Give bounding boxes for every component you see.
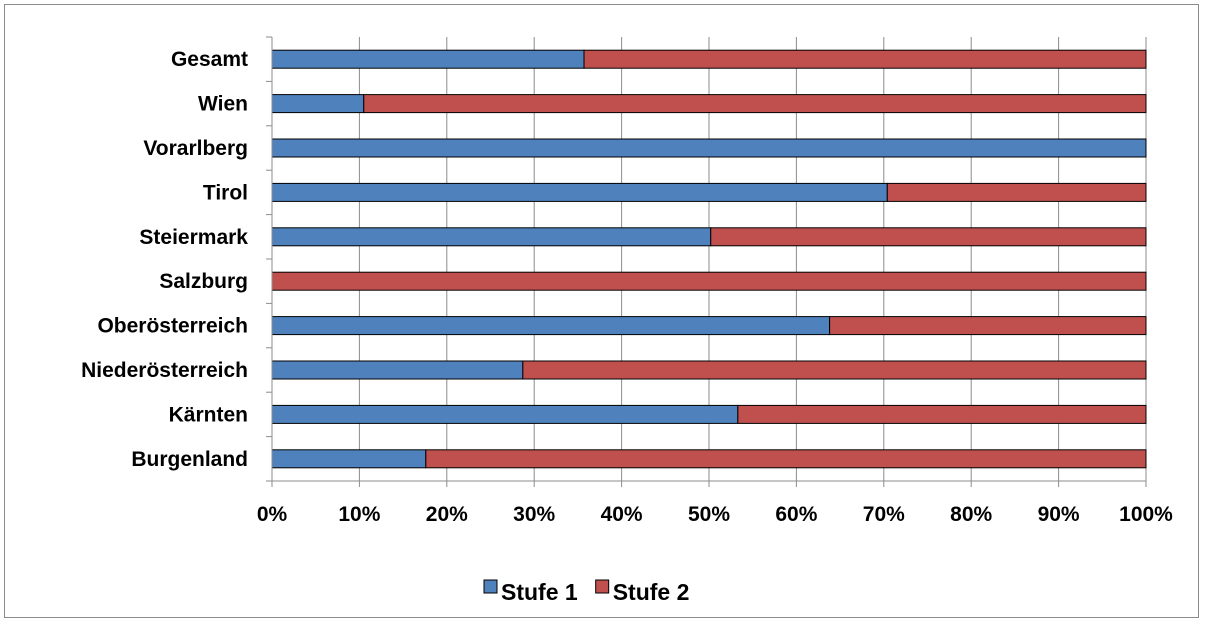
x-tick-label: 40%	[601, 503, 643, 526]
category-label-wien: Wien	[198, 93, 248, 116]
bar-stufe-1-tirol[interactable]	[271, 182, 888, 202]
category-label-tirol: Tirol	[203, 181, 248, 204]
x-tick-label: 100%	[1119, 503, 1173, 526]
bar-stufe-1-burgenland[interactable]	[271, 449, 427, 469]
category-label-burgenland: Burgenland	[131, 448, 248, 471]
x-tick-label: 50%	[688, 503, 730, 526]
bar-stufe-2-steiermark[interactable]	[710, 227, 1147, 247]
legend-swatch-stufe-2	[595, 579, 610, 594]
bar-stufe-2-burgenland[interactable]	[425, 449, 1147, 469]
bar-stufe-1-oberosterreich[interactable]	[271, 316, 831, 336]
bar-stufe-1-karnten[interactable]	[271, 404, 739, 424]
category-label-vorarlberg: Vorarlberg	[143, 137, 248, 160]
bar-stufe-2-karnten[interactable]	[737, 404, 1147, 424]
category-label-oberosterreich: Oberösterreich	[97, 315, 248, 338]
bar-stufe-1-vorarlberg[interactable]	[271, 138, 1147, 158]
bar-stufe-1-steiermark[interactable]	[271, 227, 712, 247]
category-label-steiermark: Steiermark	[139, 226, 248, 249]
bar-stufe-2-tirol[interactable]	[886, 182, 1147, 202]
x-tick-label: 90%	[1038, 503, 1080, 526]
bar-stufe-2-oberosterreich[interactable]	[829, 316, 1147, 336]
bar-stufe-1-niederosterreich[interactable]	[271, 360, 524, 380]
category-label-karnten: Kärnten	[169, 403, 248, 426]
bar-stufe-2-gesamt[interactable]	[583, 49, 1147, 69]
bar-stufe-2-niederosterreich[interactable]	[522, 360, 1147, 380]
category-label-salzburg: Salzburg	[159, 270, 248, 293]
x-tick-label: 60%	[775, 503, 817, 526]
bar-stufe-1-wien[interactable]	[271, 94, 365, 114]
category-label-gesamt: Gesamt	[171, 48, 248, 71]
category-label-niederosterreich: Niederösterreich	[81, 359, 248, 382]
x-tick-label: 80%	[950, 503, 992, 526]
x-tick-label: 70%	[863, 503, 905, 526]
x-tick-label: 0%	[257, 503, 288, 526]
legend-swatch-stufe-1	[483, 579, 498, 594]
x-tick-label: 10%	[338, 503, 380, 526]
x-tick-label: 30%	[513, 503, 555, 526]
x-tick-label: 20%	[426, 503, 468, 526]
bar-stufe-1-gesamt[interactable]	[271, 49, 585, 69]
legend-label-stufe-1: Stufe 1	[501, 579, 578, 605]
bar-stufe-2-salzburg[interactable]	[271, 271, 1147, 291]
legend-label-stufe-2: Stufe 2	[613, 579, 690, 605]
bar-stufe-2-wien[interactable]	[363, 94, 1147, 114]
